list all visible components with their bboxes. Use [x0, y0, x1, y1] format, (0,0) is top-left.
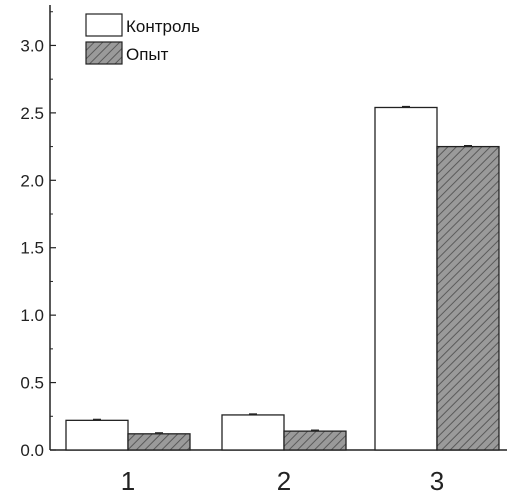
- legend-label: Контроль: [126, 17, 200, 36]
- bar-control-2: [221, 414, 285, 451]
- bar-control-3: [374, 106, 438, 451]
- x-tick-label: 3: [430, 466, 444, 496]
- legend-swatch: [85, 41, 123, 65]
- y-tick-label: 1.5: [20, 239, 44, 258]
- y-tick-label: 0.0: [20, 441, 44, 460]
- bar-experiment-1: [127, 433, 191, 451]
- legend-label: Опыт: [126, 45, 169, 64]
- x-tick-label: 1: [121, 466, 135, 496]
- bar-control-1: [65, 419, 129, 451]
- bar-experiment-2: [283, 430, 347, 451]
- y-tick-label: 3.0: [20, 36, 44, 55]
- y-tick-label: 0.5: [20, 374, 44, 393]
- bar-experiment-3: [436, 145, 500, 451]
- legend-swatch: [85, 13, 123, 37]
- y-tick-label: 1.0: [20, 306, 44, 325]
- y-tick-label: 2.5: [20, 104, 44, 123]
- legend: Контроль Опыт: [85, 13, 200, 65]
- x-tick-label: 2: [277, 466, 291, 496]
- y-tick-label: 2.0: [20, 171, 44, 190]
- bars: [65, 105, 500, 451]
